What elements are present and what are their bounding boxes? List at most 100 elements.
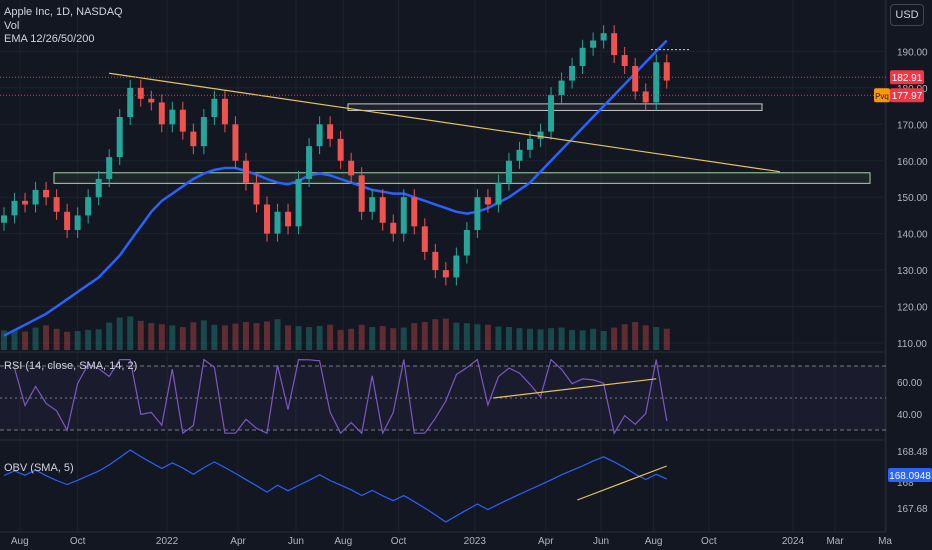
obv-title: OBV (SMA, 5) — [4, 462, 74, 474]
price-candle — [158, 102, 165, 125]
volume-bar — [106, 322, 113, 350]
price-candle — [663, 62, 670, 81]
volume-bar — [348, 328, 355, 350]
volume-bar — [390, 328, 397, 350]
price-candle — [253, 182, 260, 205]
price-candle — [11, 200, 18, 216]
price-candle — [169, 109, 176, 125]
rsi-legend[interactable]: RSI (14, close, SMA, 14, 2) — [4, 360, 137, 372]
price-candle — [148, 98, 155, 103]
price-candle — [369, 197, 376, 212]
vol-legend[interactable]: Vol — [4, 20, 19, 32]
price-candle — [348, 160, 355, 176]
volume-bar — [95, 329, 102, 350]
volume-bar — [85, 329, 92, 350]
volume-bar — [148, 323, 155, 350]
volume-bar — [569, 329, 576, 350]
y-tick-label: 170.00 — [897, 120, 928, 131]
volume-bar — [11, 329, 18, 350]
price-candle — [611, 33, 618, 56]
price-candle — [306, 146, 313, 179]
obv-line — [3, 449, 668, 523]
volume-bar — [579, 330, 586, 350]
x-tick-label: Jun — [288, 536, 304, 547]
price-candle — [106, 157, 113, 179]
volume-bar — [22, 331, 29, 350]
y-tick-label: 150.00 — [897, 193, 928, 204]
price-candle — [621, 55, 628, 66]
volume-bar — [527, 328, 533, 350]
rsi-tick-label: 60.00 — [897, 378, 922, 389]
obv-trendline — [577, 465, 667, 501]
price-candle — [95, 178, 102, 198]
volume-bar — [611, 327, 618, 350]
volume-bar — [379, 325, 386, 350]
price-candle — [221, 98, 228, 125]
x-tick-label: Oct — [701, 536, 717, 547]
obv-tick-label: 168.48 — [897, 447, 928, 458]
prev-close-tag — [890, 88, 924, 103]
price-candle — [463, 230, 470, 256]
price-candle — [474, 197, 481, 231]
prev-close-value: 177.97 — [892, 91, 923, 102]
x-tick-label: Oct — [391, 536, 407, 547]
price-candle — [600, 33, 607, 41]
vol-label: Vol — [4, 20, 20, 32]
x-tick-label: 2024 — [782, 536, 805, 547]
volume-bar — [200, 320, 207, 350]
volume-bar — [64, 331, 71, 350]
volume-bar — [295, 326, 302, 350]
price-candle — [484, 197, 491, 205]
volume-bar — [558, 327, 565, 350]
price-candle — [516, 149, 523, 161]
x-tick-label: 2023 — [464, 536, 487, 547]
price-candle — [653, 62, 660, 103]
currency-button[interactable]: USD — [890, 4, 924, 26]
price-candle — [274, 211, 281, 234]
y-tick-label: 160.00 — [897, 157, 928, 168]
volume-bar — [358, 324, 365, 350]
x-tick-label: Aug — [11, 536, 29, 547]
price-candle — [558, 80, 565, 96]
price-candle — [295, 178, 302, 227]
volume-bar — [548, 328, 555, 350]
currency-label: USD — [895, 9, 919, 21]
rsi-band-background — [0, 366, 886, 430]
price-candle — [32, 189, 39, 205]
volume-bar — [505, 327, 512, 350]
price-candle — [432, 251, 439, 271]
price-candle — [569, 65, 576, 81]
obv-tick-label: 167.68 — [897, 504, 928, 515]
x-tick-label: Oct — [70, 536, 86, 547]
volume-bar — [653, 327, 660, 350]
symbol-legend[interactable]: Apple Inc, 1D, NASDAQ — [4, 6, 123, 18]
volume-bar — [621, 324, 628, 350]
symbol-title: Apple Inc, 1D, NASDAQ — [4, 6, 123, 18]
volume-bar — [600, 330, 607, 350]
x-tick-label: Aug — [334, 536, 352, 547]
obv-legend[interactable]: OBV (SMA, 5) — [4, 462, 74, 474]
price-candle — [337, 138, 344, 161]
price-candle — [264, 204, 270, 234]
x-tick-label: Apr — [538, 536, 554, 547]
volume-bar — [169, 325, 176, 350]
price-candle — [22, 200, 29, 205]
volume-bar — [537, 329, 544, 350]
ema-label: EMA 12/26/50/200 — [4, 33, 95, 45]
price-candle — [179, 109, 186, 132]
price-candle — [495, 182, 502, 205]
price-candle — [390, 222, 397, 234]
price-candle — [632, 65, 639, 92]
price-candle — [1, 215, 7, 223]
price-candle — [537, 131, 544, 139]
price-candle — [579, 47, 586, 66]
x-tick-label: Jun — [593, 536, 609, 547]
price-candle — [453, 255, 460, 278]
volume-bar — [74, 330, 81, 350]
price-candle — [127, 87, 134, 118]
volume-bar — [484, 324, 491, 350]
price-candle — [116, 117, 123, 158]
ema-legend[interactable]: EMA 12/26/50/200 — [4, 33, 95, 45]
volume-bar — [1, 330, 7, 350]
